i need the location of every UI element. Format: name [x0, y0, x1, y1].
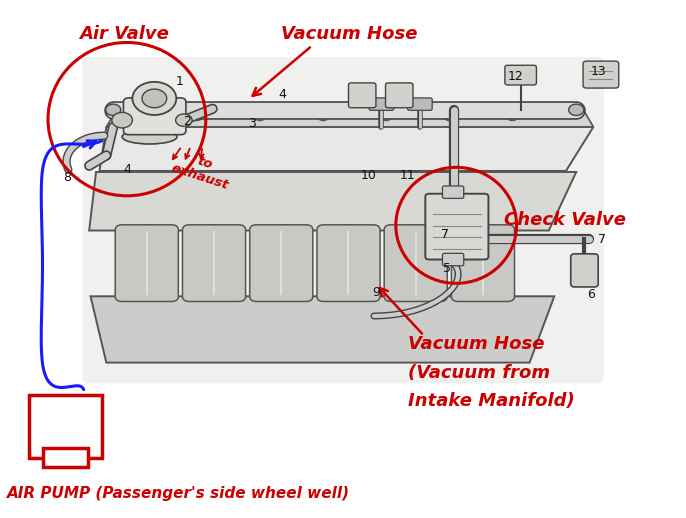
Polygon shape	[99, 127, 593, 171]
Circle shape	[142, 89, 167, 108]
Circle shape	[507, 112, 518, 121]
Polygon shape	[106, 104, 593, 127]
FancyBboxPatch shape	[386, 83, 413, 108]
Circle shape	[381, 112, 392, 121]
FancyBboxPatch shape	[182, 225, 246, 301]
FancyBboxPatch shape	[442, 186, 464, 198]
FancyBboxPatch shape	[505, 65, 536, 85]
FancyBboxPatch shape	[250, 225, 313, 301]
Polygon shape	[91, 296, 554, 363]
Ellipse shape	[122, 130, 177, 144]
FancyBboxPatch shape	[425, 194, 488, 260]
Circle shape	[444, 112, 455, 121]
FancyBboxPatch shape	[123, 98, 186, 135]
FancyBboxPatch shape	[317, 225, 380, 301]
Circle shape	[132, 82, 176, 115]
FancyBboxPatch shape	[115, 225, 178, 301]
Text: Air Valve: Air Valve	[79, 25, 169, 42]
Bar	[29, 395, 102, 458]
Text: 12: 12	[508, 70, 523, 83]
Circle shape	[191, 112, 202, 121]
Text: to
exhaust: to exhaust	[169, 148, 235, 192]
Text: Check Valve: Check Valve	[504, 211, 626, 229]
Text: Intake Manifold): Intake Manifold)	[408, 393, 575, 410]
Text: 9: 9	[372, 286, 380, 299]
Text: 2: 2	[182, 115, 191, 128]
FancyBboxPatch shape	[384, 225, 447, 301]
FancyBboxPatch shape	[369, 98, 394, 110]
Circle shape	[106, 104, 121, 116]
FancyBboxPatch shape	[407, 98, 432, 110]
Text: AIR PUMP (Passenger's side wheel well): AIR PUMP (Passenger's side wheel well)	[7, 486, 350, 500]
FancyBboxPatch shape	[571, 254, 598, 287]
Text: Vacuum Hose: Vacuum Hose	[281, 25, 418, 42]
Text: 3: 3	[248, 117, 257, 130]
Circle shape	[318, 112, 329, 121]
Text: 6: 6	[587, 287, 595, 301]
FancyBboxPatch shape	[442, 253, 464, 266]
FancyBboxPatch shape	[583, 61, 619, 88]
Text: 5: 5	[443, 262, 451, 275]
Text: 11: 11	[400, 168, 415, 182]
FancyBboxPatch shape	[451, 225, 514, 301]
Text: 7: 7	[440, 227, 449, 241]
FancyBboxPatch shape	[82, 57, 604, 383]
Text: 8: 8	[63, 170, 71, 184]
Text: 4: 4	[279, 88, 287, 101]
Circle shape	[128, 112, 139, 121]
Text: 4: 4	[123, 163, 131, 177]
Circle shape	[255, 112, 265, 121]
Circle shape	[112, 112, 132, 128]
Bar	[43, 448, 88, 467]
Polygon shape	[89, 172, 576, 231]
Text: Vacuum Hose: Vacuum Hose	[408, 336, 545, 353]
Text: 13: 13	[591, 65, 606, 78]
Text: 7: 7	[598, 233, 606, 246]
Text: 10: 10	[361, 168, 377, 182]
Text: (Vacuum from: (Vacuum from	[408, 364, 550, 382]
Text: 1: 1	[176, 75, 184, 89]
Circle shape	[176, 114, 192, 126]
FancyBboxPatch shape	[348, 83, 376, 108]
Circle shape	[569, 104, 584, 116]
